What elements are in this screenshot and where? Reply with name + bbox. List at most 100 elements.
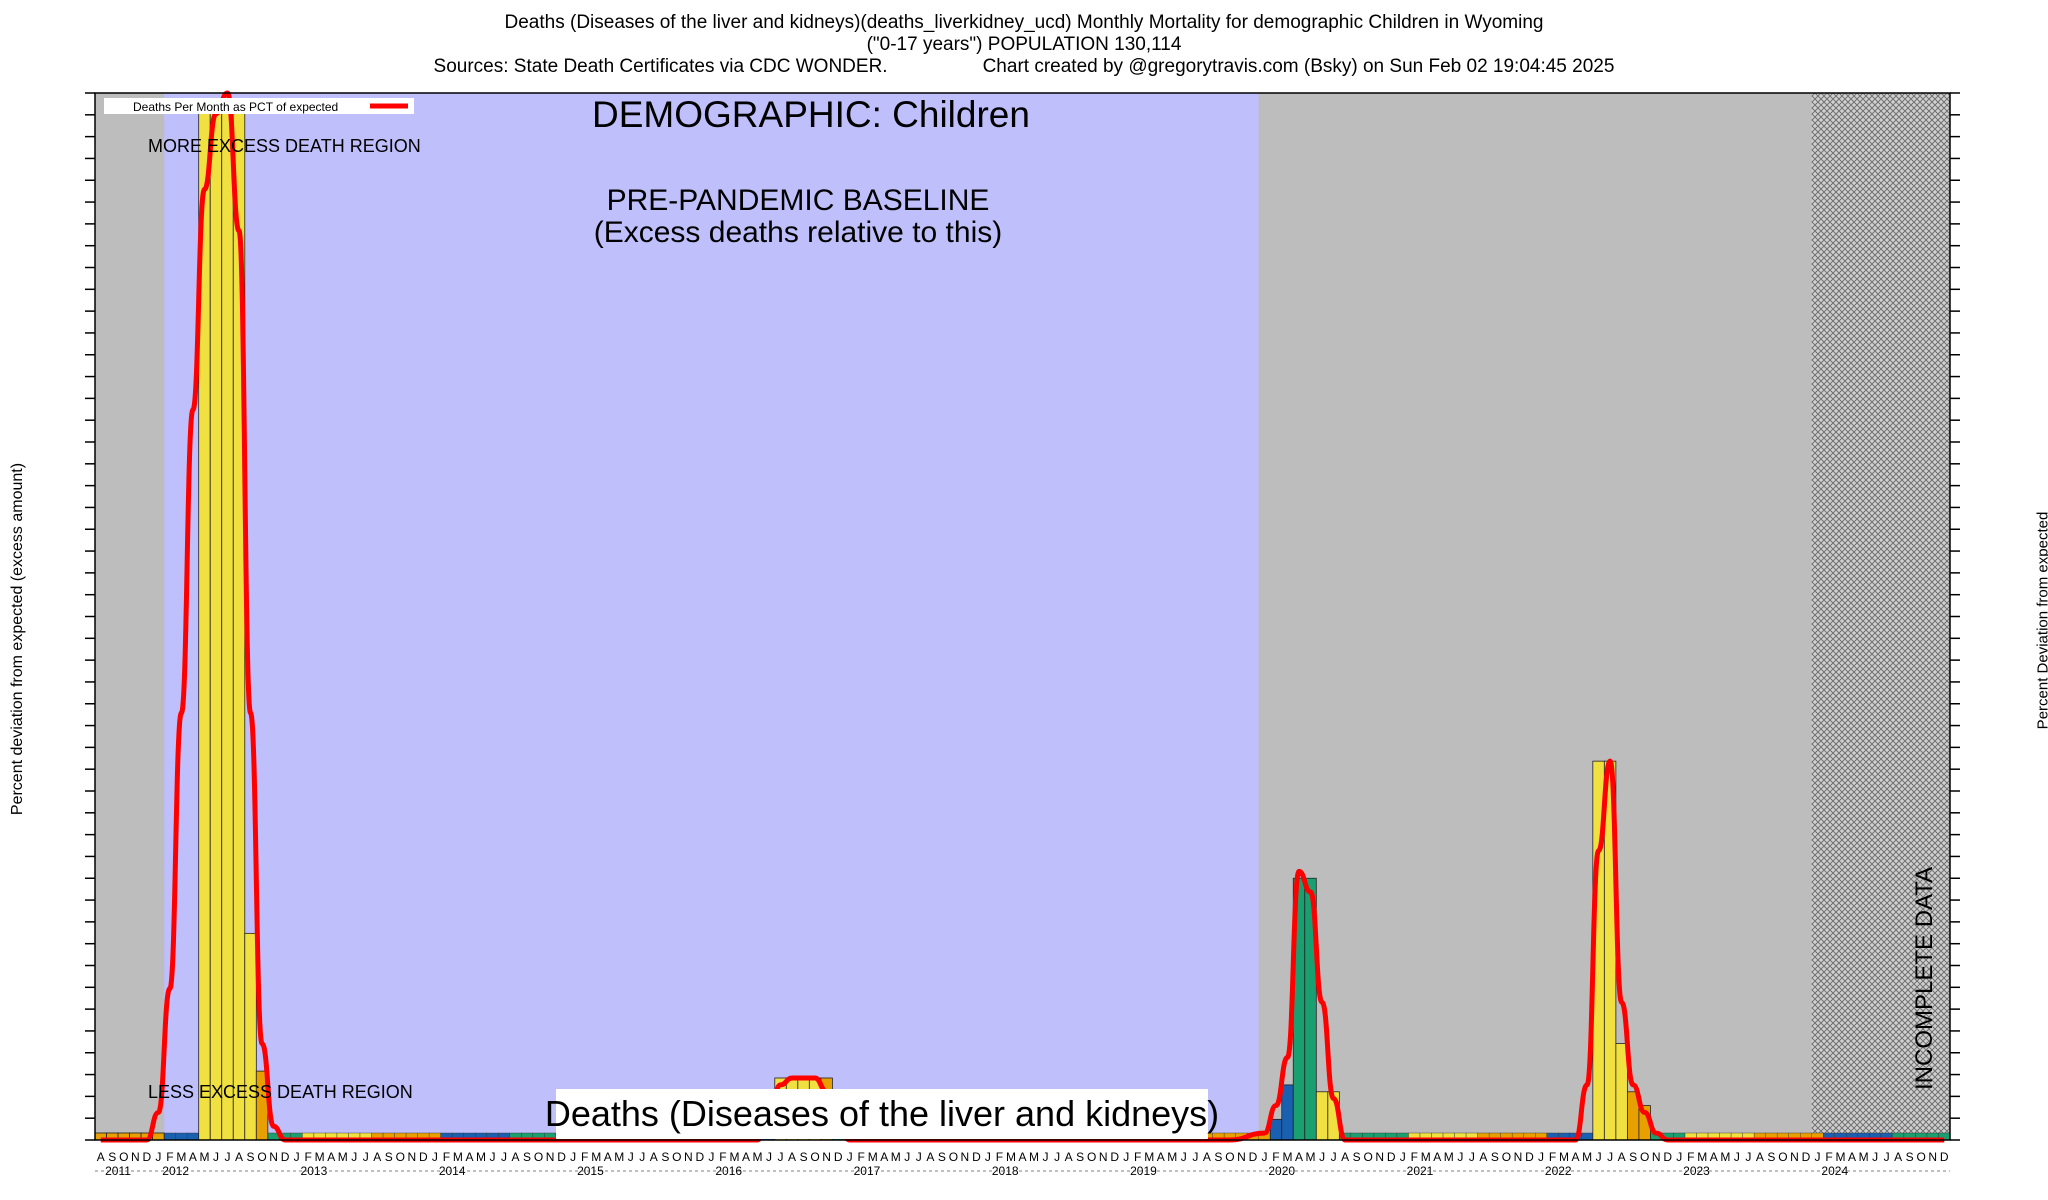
annotation-less-excess: LESS EXCESS DEATH REGION	[148, 1082, 413, 1102]
x-tick-label: J	[1734, 1150, 1740, 1164]
x-year-label: 2014	[439, 1164, 466, 1178]
x-tick-label: D	[972, 1150, 981, 1164]
x-tick-label: M	[729, 1150, 739, 1164]
x-tick-label: S	[523, 1150, 531, 1164]
x-tick-label: O	[119, 1150, 128, 1164]
x-tick-label: F	[1549, 1150, 1556, 1164]
x-tick-label: N	[1237, 1150, 1246, 1164]
x-tick-label: A	[1848, 1150, 1856, 1164]
x-tick-label: A	[235, 1150, 243, 1164]
annotation-baseline-2: (Excess deaths relative to this)	[594, 216, 1003, 249]
x-tick-label: J	[1400, 1150, 1406, 1164]
floor-bar	[1581, 1132, 1594, 1141]
x-tick-label: A	[604, 1150, 612, 1164]
x-tick-label: A	[1894, 1150, 1902, 1164]
x-tick-label: F	[719, 1150, 726, 1164]
x-tick-label: S	[938, 1150, 946, 1164]
x-tick-label: M	[453, 1150, 463, 1164]
x-year-label: 2019	[1130, 1164, 1157, 1178]
annotations: DEMOGRAPHIC: Children PRE-PANDEMIC BASEL…	[148, 94, 1938, 1139]
x-tick-label: A	[1572, 1150, 1580, 1164]
x-tick-label: A	[512, 1150, 520, 1164]
x-tick-label: N	[269, 1150, 278, 1164]
x-tick-label: O	[1087, 1150, 1096, 1164]
x-tick-label: M	[1720, 1150, 1730, 1164]
x-tick-label: A	[1157, 1150, 1165, 1164]
x-tick-label: A	[1065, 1150, 1073, 1164]
x-tick-label: J	[225, 1150, 231, 1164]
x-tick-label: J	[1872, 1150, 1878, 1164]
x-tick-label: M	[1444, 1150, 1454, 1164]
x-tick-label: M	[753, 1150, 763, 1164]
x-tick-label: D	[696, 1150, 705, 1164]
x-tick-label: F	[581, 1150, 588, 1164]
x-tick-label: M	[176, 1150, 186, 1164]
bar	[152, 1132, 165, 1141]
x-tick-label: J	[985, 1150, 991, 1164]
x-tick-label: S	[108, 1150, 116, 1164]
x-tick-label: D	[143, 1150, 152, 1164]
x-tick-label: A	[1756, 1150, 1764, 1164]
x-tick-label: A	[1479, 1150, 1487, 1164]
x-year-label: 2018	[992, 1164, 1019, 1178]
x-tick-label: S	[1353, 1150, 1361, 1164]
x-tick-label: J	[708, 1150, 714, 1164]
x-tick-label: M	[1582, 1150, 1592, 1164]
x-tick-label: J	[1123, 1150, 1129, 1164]
floor-bar	[163, 1132, 176, 1141]
region-backgrounds	[95, 93, 1950, 1140]
legend-box	[104, 98, 414, 114]
x-tick-label: J	[1054, 1150, 1060, 1164]
x-tick-label: A	[926, 1150, 934, 1164]
bar	[1615, 1043, 1628, 1141]
x-tick-label: M	[1836, 1150, 1846, 1164]
x-tick-label: F	[1134, 1150, 1141, 1164]
x-tick-label: D	[419, 1150, 428, 1164]
x-tick-label: S	[661, 1150, 669, 1164]
title-line-1: Deaths (Diseases of the liver and kidney…	[504, 12, 1544, 33]
x-tick-label: A	[880, 1150, 888, 1164]
x-tick-label: J	[1538, 1150, 1544, 1164]
x-tick-label: F	[304, 1150, 311, 1164]
x-tick-label: M	[1006, 1150, 1016, 1164]
x-tick-label: N	[1514, 1150, 1523, 1164]
bar	[244, 932, 257, 1141]
x-tick-label: N	[1790, 1150, 1799, 1164]
x-tick-label: J	[363, 1150, 369, 1164]
x-tick-label: F	[1825, 1150, 1832, 1164]
annotation-demographic: DEMOGRAPHIC: Children	[592, 94, 1030, 135]
x-tick-label: M	[614, 1150, 624, 1164]
x-tick-label: F	[443, 1150, 450, 1164]
x-tick-label: J	[916, 1150, 922, 1164]
x-tick-label: J	[294, 1150, 300, 1164]
x-tick-label: J	[351, 1150, 357, 1164]
x-tick-label: M	[1283, 1150, 1293, 1164]
x-tick-label: M	[315, 1150, 325, 1164]
x-tick-label: M	[1029, 1150, 1039, 1164]
x-tick-label: J	[847, 1150, 853, 1164]
x-tick-label: J	[1319, 1150, 1325, 1164]
baseline-region	[164, 93, 1259, 1140]
x-tick-label: A	[1341, 1150, 1349, 1164]
x-tick-label: N	[1928, 1150, 1937, 1164]
incomplete-region	[1811, 93, 1950, 1140]
x-tick-label: O	[396, 1150, 405, 1164]
x-tick-label: D	[281, 1150, 290, 1164]
x-tick-label: M	[1421, 1150, 1431, 1164]
x-tick-label: J	[1181, 1150, 1187, 1164]
x-tick-label: J	[155, 1150, 161, 1164]
annotation-more-excess: MORE EXCESS DEATH REGION	[148, 136, 421, 156]
x-tick-label: M	[1859, 1150, 1869, 1164]
x-tick-label: S	[800, 1150, 808, 1164]
x-tick-label: O	[1640, 1150, 1649, 1164]
x-tick-label: N	[131, 1150, 140, 1164]
x-tick-label: S	[385, 1150, 393, 1164]
x-tick-label: F	[1687, 1150, 1694, 1164]
x-tick-label: F	[996, 1150, 1003, 1164]
x-tick-label: A	[465, 1150, 473, 1164]
x-tick-label: J	[1596, 1150, 1602, 1164]
x-tick-label: J	[766, 1150, 772, 1164]
x-year-label: 2023	[1683, 1164, 1710, 1178]
x-tick-label: N	[1652, 1150, 1661, 1164]
